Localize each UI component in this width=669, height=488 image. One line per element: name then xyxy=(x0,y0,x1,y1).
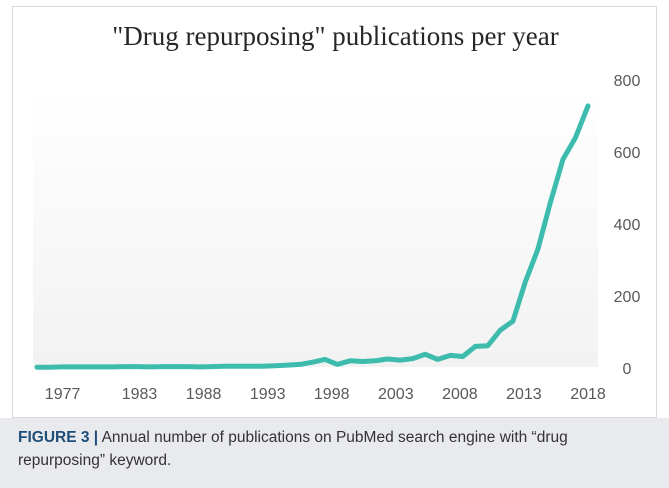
x-tick-label-3: 1993 xyxy=(250,386,286,403)
y-tick-labels: 0 200 400 600 800 xyxy=(614,73,641,378)
figure-caption: FIGURE 3 | Annual number of publications… xyxy=(0,418,669,488)
y-tick-label-0: 0 xyxy=(623,361,632,378)
plot-background xyxy=(33,87,598,367)
x-tick-label-7: 2013 xyxy=(506,386,542,403)
series-line-0 xyxy=(34,103,591,370)
y-tick-label-3: 600 xyxy=(614,145,641,162)
caption-text: Annual number of publications on PubMed … xyxy=(18,429,568,469)
chart-figure: "Drug repurposing" publications per year… xyxy=(12,6,657,418)
y-tick-label-1: 200 xyxy=(614,289,641,306)
x-tick-label-5: 2003 xyxy=(378,386,414,403)
y-tick-label-4: 800 xyxy=(614,73,641,90)
series-layer xyxy=(34,103,591,370)
chart-title: "Drug repurposing" publications per year xyxy=(112,21,559,51)
x-tick-label-1: 1983 xyxy=(122,386,158,403)
x-tick-label-6: 2008 xyxy=(442,386,478,403)
chart-plot: 1977 1983 1988 1993 1998 2003 2008 2013 2018 0 20… xyxy=(33,73,641,403)
y-tick-label-2: 400 xyxy=(614,217,641,234)
x-tick-label-2: 1988 xyxy=(186,386,222,403)
x-tick-label-4: 1998 xyxy=(314,386,350,403)
x-tick-labels: 1977 1983 1988 1993 1998 2003 2008 2013 2018 xyxy=(45,386,606,403)
x-tick-label-0: 1977 xyxy=(45,386,81,403)
x-tick-label-8: 2018 xyxy=(570,386,606,403)
caption-label: FIGURE 3 | xyxy=(18,429,99,446)
